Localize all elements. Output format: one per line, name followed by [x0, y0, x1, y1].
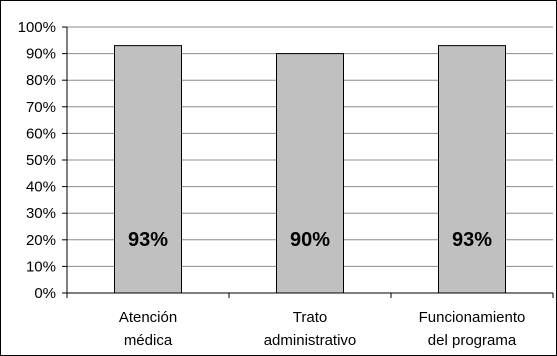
y-tick-label: 10%: [26, 258, 56, 275]
data-label: 93%: [128, 229, 168, 251]
y-tick-label: 30%: [26, 205, 56, 222]
x-category-label: administrativo: [264, 332, 357, 349]
x-category-label: Trato: [293, 309, 327, 326]
y-tick-label: 90%: [26, 46, 56, 63]
x-category-label: del programa: [428, 332, 517, 349]
bar: [438, 45, 506, 294]
data-label: 93%: [452, 229, 492, 251]
bar: [114, 45, 182, 294]
y-tick-label: 70%: [26, 99, 56, 116]
y-tick-label: 50%: [26, 152, 56, 169]
y-tick-label: 0%: [34, 285, 56, 302]
x-category-label: Funcionamiento: [419, 309, 526, 326]
bar: [276, 53, 344, 294]
y-tick-label: 100%: [18, 19, 56, 36]
x-category-label: médica: [124, 332, 173, 349]
y-tick-label: 60%: [26, 125, 56, 142]
data-label: 90%: [290, 229, 330, 251]
y-tick-label: 40%: [26, 179, 56, 196]
y-tick-label: 80%: [26, 72, 56, 89]
x-category-label: Atención: [119, 309, 177, 326]
y-tick-label: 20%: [26, 232, 56, 249]
